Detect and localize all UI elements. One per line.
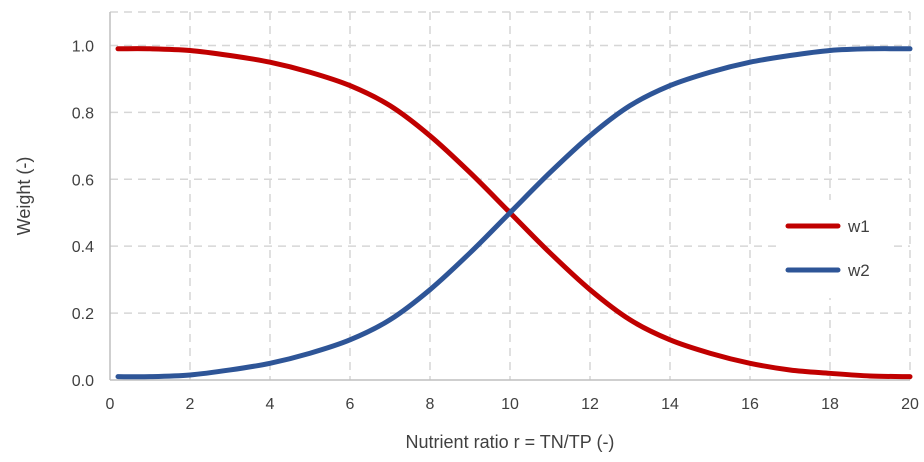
y-tick-label: 0.2 — [72, 306, 94, 323]
y-tick-label: 0.8 — [72, 105, 94, 122]
x-tick-label: 8 — [426, 396, 435, 413]
legend-label-w1: w1 — [847, 217, 870, 236]
y-tick-label: 0.0 — [72, 373, 94, 390]
series-line-w2 — [115, 46, 913, 380]
axes: 0 2 4 6 8 10 12 14 16 18 20 0.0 0.2 0.4 0.6 0.8 1.0 Nutri… — [14, 12, 919, 452]
y-tick-label: 0.6 — [72, 172, 94, 189]
x-tick-label: 20 — [901, 396, 919, 413]
grid — [110, 11, 911, 380]
x-tick-label: 16 — [741, 396, 759, 413]
legend-label-w2: w2 — [847, 261, 870, 280]
series — [115, 46, 913, 380]
x-tick-label: 4 — [266, 396, 275, 413]
x-tick-label: 0 — [106, 396, 115, 413]
x-tick-label: 14 — [661, 396, 679, 413]
x-tick-label: 18 — [821, 396, 839, 413]
x-tick-label: 2 — [186, 396, 195, 413]
y-tick-label: 1.0 — [72, 38, 94, 55]
legend-box — [778, 200, 890, 298]
x-tick-label: 6 — [346, 396, 355, 413]
x-tick-label: 12 — [581, 396, 599, 413]
y-tick-label: 0.4 — [72, 239, 94, 256]
legend: w1 w2 — [778, 200, 890, 298]
x-axis-title: Nutrient ratio r = TN/TP (-) — [406, 432, 615, 452]
y-axis-title: Weight (-) — [14, 157, 34, 236]
x-tick-label: 10 — [501, 396, 519, 413]
